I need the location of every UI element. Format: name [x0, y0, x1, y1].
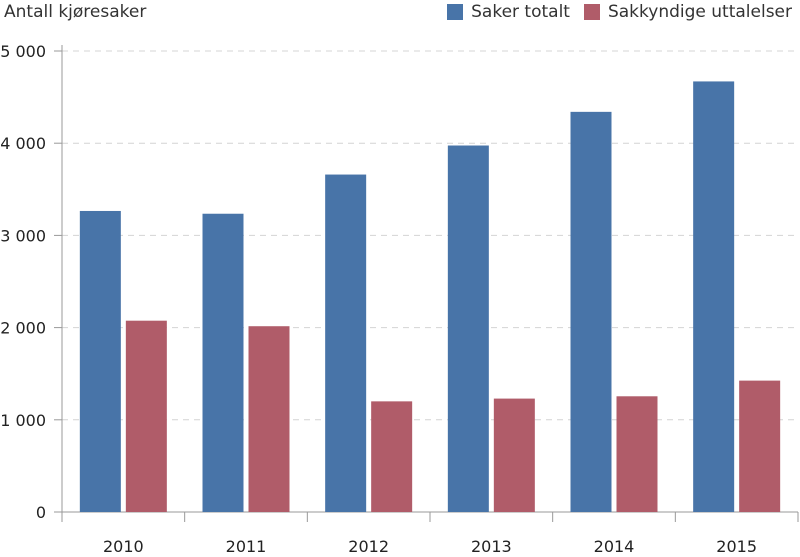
bar-saker-totalt-2015	[693, 81, 735, 513]
legend-item-sakkyndige-uttalelser: Sakkyndige uttalelser	[583, 2, 792, 22]
bar-saker-totalt-2014	[570, 111, 612, 513]
bar-saker-totalt-2013	[447, 145, 489, 512]
bar-sakkyndige-uttalelser-2015	[739, 380, 781, 512]
x-tick-label-2013: 2013	[471, 537, 512, 556]
y-tick-label-3000: 3 000	[0, 226, 46, 245]
x-tick-label-2015: 2015	[716, 537, 757, 556]
legend-swatch-sakkyndige-uttalelser	[583, 4, 600, 20]
bar-sakkyndige-uttalelser-2011	[248, 326, 290, 512]
bar-sakkyndige-uttalelser-2010	[125, 320, 167, 512]
y-tick-label-0: 0	[36, 503, 46, 522]
bar-saker-totalt-2010	[79, 210, 121, 513]
legend-swatch-saker-totalt	[447, 4, 464, 20]
y-tick-label-2000: 2 000	[0, 319, 46, 338]
x-tick-label-2011: 2011	[226, 537, 267, 556]
legend-label-sakkyndige-uttalelser: Sakkyndige uttalelser	[607, 2, 792, 22]
y-tick-label-4000: 4 000	[0, 134, 46, 153]
y-axis-title: Antall kjøresaker	[4, 2, 147, 22]
bar-sakkyndige-uttalelser-2013	[493, 398, 535, 512]
x-tick-label-2010: 2010	[103, 537, 144, 556]
x-tick-label-2012: 2012	[348, 537, 389, 556]
x-tick-label-2014: 2014	[594, 537, 635, 556]
y-tick-label-1000: 1 000	[0, 411, 46, 430]
legend: Saker totalt Sakkyndige uttalelser	[447, 2, 792, 22]
bar-saker-totalt-2011	[202, 213, 244, 512]
legend-item-saker-totalt: Saker totalt	[447, 2, 570, 22]
y-tick-label-5000: 5 000	[0, 42, 46, 61]
bar-saker-totalt-2012	[325, 174, 367, 512]
legend-label-saker-totalt: Saker totalt	[471, 2, 570, 22]
bar-sakkyndige-uttalelser-2012	[371, 401, 413, 512]
bar-sakkyndige-uttalelser-2014	[616, 396, 658, 512]
